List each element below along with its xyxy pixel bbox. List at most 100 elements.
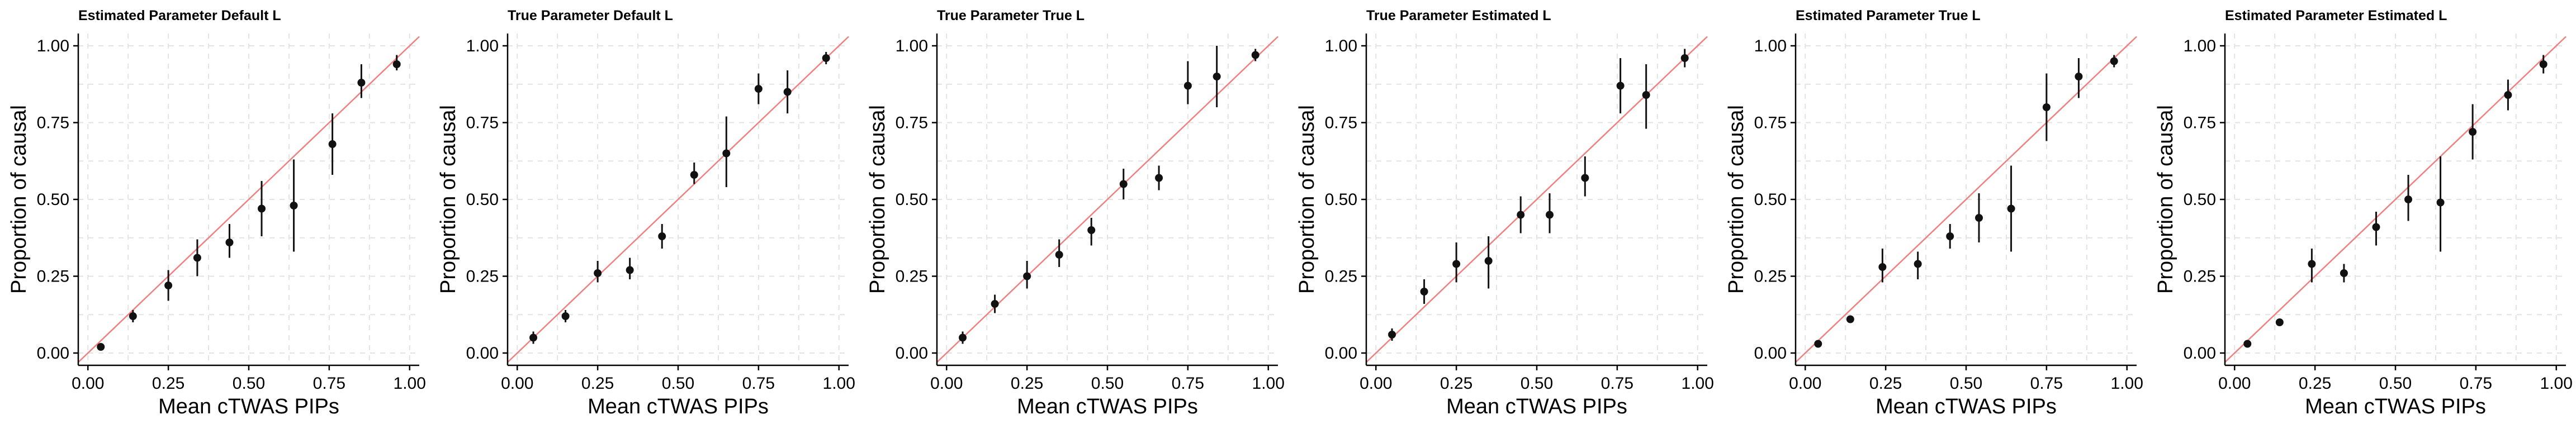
x-tick-label: 0.00 [1789,374,1821,393]
x-tick-label: 0.75 [2030,374,2063,393]
data-point [392,60,401,68]
data-point [1546,211,1554,219]
data-point [225,239,234,246]
data-point [1581,174,1589,182]
chart-panel-6: 0.00 0.25 0.50 0.75 1.00 0.00 0.25 0.50 0.75 1.00… [2154,8,2573,418]
data-point [1680,54,1689,62]
data-point [959,333,967,342]
y-tick-label: 0.25 [896,268,928,286]
reference-line [507,36,849,363]
y-tick-label: 1.00 [1754,37,1787,55]
data-point [1616,82,1625,90]
y-tick-label: 0.50 [896,190,928,209]
y-tick-label: 0.25 [1325,268,1357,286]
y-tick-label: 0.25 [37,268,69,286]
x-tick-label: 0.25 [1440,374,1472,393]
data-point [2110,57,2118,65]
reference-line [2224,36,2566,363]
x-tick-label: 0.25 [1869,374,1902,393]
data-point [1484,257,1493,265]
data-point [754,85,763,93]
x-tick-label: 0.50 [1950,374,1982,393]
x-tick-label: 0.00 [930,374,963,393]
data-point [783,88,792,96]
data-point [2539,60,2547,68]
x-tick-label: 1.00 [1252,374,1285,393]
data-point [594,269,602,277]
data-point [290,202,298,209]
y-tick-label: 0.00 [466,344,499,363]
x-axis-title: Mean cTWAS PIPs [158,395,339,418]
reference-line [936,36,1278,363]
data-point [991,300,999,308]
y-axis-title: Proportion of causal [1725,105,1748,294]
y-tick-label: 0.75 [1325,114,1357,132]
data-point [1119,180,1128,188]
data-point [1517,211,1525,219]
data-point [2372,223,2380,231]
y-tick-label: 0.50 [466,190,499,209]
chart-panel-3: 0.00 0.25 0.50 0.75 1.00 0.00 0.25 0.50 0.75 1.00… [866,8,1285,418]
data-point [97,343,105,351]
x-tick-label: 0.75 [1601,374,1633,393]
data-point [1642,91,1650,99]
y-tick-label: 0.00 [2184,344,2216,363]
panel-title: True Parameter Estimated L [1366,8,1551,23]
y-tick-label: 0.50 [1325,190,1357,209]
x-tick-label: 1.00 [2540,374,2573,393]
data-point [2007,204,2015,213]
x-axis-title: Mean cTWAS PIPs [588,395,769,418]
data-point [1055,251,1063,259]
data-point [2042,103,2051,111]
x-axis-title: Mean cTWAS PIPs [1876,395,2057,418]
x-tick-label: 0.25 [152,374,184,393]
y-tick-label: 0.75 [896,114,928,132]
data-point [1388,331,1396,339]
x-tick-label: 0.00 [501,374,533,393]
data-point [2275,318,2284,326]
reference-line [1366,36,1708,363]
data-point [822,54,830,62]
data-point [164,282,173,289]
y-axis-title: Proportion of causal [866,105,889,294]
data-point [690,171,698,179]
data-point [2404,196,2413,203]
y-axis-title: Proportion of causal [437,105,460,294]
reference-line [1795,36,2137,363]
data-point [561,312,570,320]
x-axis-title: Mean cTWAS PIPs [1446,395,1627,418]
data-point [1420,288,1428,295]
x-tick-label: 1.00 [2111,374,2143,393]
panel-title: Estimated Parameter Default L [78,8,281,23]
y-tick-label: 1.00 [37,37,69,55]
x-axis-title: Mean cTWAS PIPs [2305,395,2486,418]
x-tick-label: 1.00 [823,374,855,393]
data-point [1213,73,1221,80]
y-tick-label: 0.50 [37,190,69,209]
y-tick-label: 0.00 [1754,344,1787,363]
y-tick-label: 0.75 [466,114,499,132]
x-tick-label: 0.50 [233,374,265,393]
data-point [2504,91,2512,99]
y-tick-label: 0.50 [1754,190,1787,209]
x-tick-label: 0.50 [1521,374,1553,393]
x-tick-label: 0.00 [72,374,104,393]
x-tick-label: 0.75 [1172,374,1204,393]
data-point [2243,340,2252,348]
data-point [626,266,634,274]
y-axis-title: Proportion of causal [1295,105,1319,294]
x-tick-label: 0.75 [742,374,775,393]
x-tick-label: 0.50 [1091,374,1124,393]
y-axis-title: Proportion of causal [2154,105,2177,294]
data-point [328,140,337,148]
x-tick-label: 0.00 [1360,374,1392,393]
data-point [1452,260,1461,268]
y-tick-label: 1.00 [466,37,499,55]
data-point [1814,340,1822,348]
y-tick-label: 0.00 [37,344,69,363]
y-tick-label: 0.25 [466,268,499,286]
data-point [1251,51,1259,59]
x-tick-label: 0.25 [1011,374,1043,393]
x-tick-label: 1.00 [1682,374,1714,393]
